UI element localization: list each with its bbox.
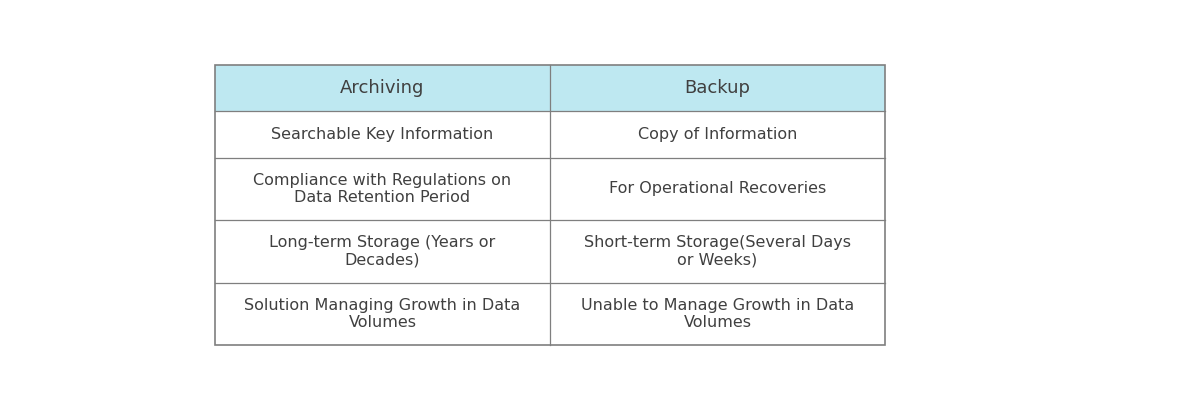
Text: Compliance with Regulations on
Data Retention Period: Compliance with Regulations on Data Rete… bbox=[253, 173, 511, 205]
Text: Short-term Storage(Several Days
or Weeks): Short-term Storage(Several Days or Weeks… bbox=[584, 235, 851, 268]
Bar bbox=[215, 220, 550, 282]
Text: Backup: Backup bbox=[684, 79, 750, 97]
Text: For Operational Recoveries: For Operational Recoveries bbox=[608, 181, 826, 196]
Bar bbox=[215, 158, 550, 220]
Bar bbox=[550, 220, 886, 282]
Text: Archiving: Archiving bbox=[341, 79, 425, 97]
Text: Copy of Information: Copy of Information bbox=[638, 127, 797, 142]
Bar bbox=[215, 65, 886, 345]
Bar bbox=[215, 65, 550, 111]
Bar bbox=[215, 111, 550, 158]
Text: Unable to Manage Growth in Data
Volumes: Unable to Manage Growth in Data Volumes bbox=[581, 298, 854, 330]
Bar bbox=[215, 282, 550, 345]
Bar bbox=[550, 282, 886, 345]
Text: Searchable Key Information: Searchable Key Information bbox=[271, 127, 493, 142]
Bar bbox=[550, 65, 886, 111]
Bar bbox=[550, 158, 886, 220]
Text: Long-term Storage (Years or
Decades): Long-term Storage (Years or Decades) bbox=[269, 235, 496, 268]
Text: Solution Managing Growth in Data
Volumes: Solution Managing Growth in Data Volumes bbox=[245, 298, 521, 330]
Bar bbox=[550, 111, 886, 158]
